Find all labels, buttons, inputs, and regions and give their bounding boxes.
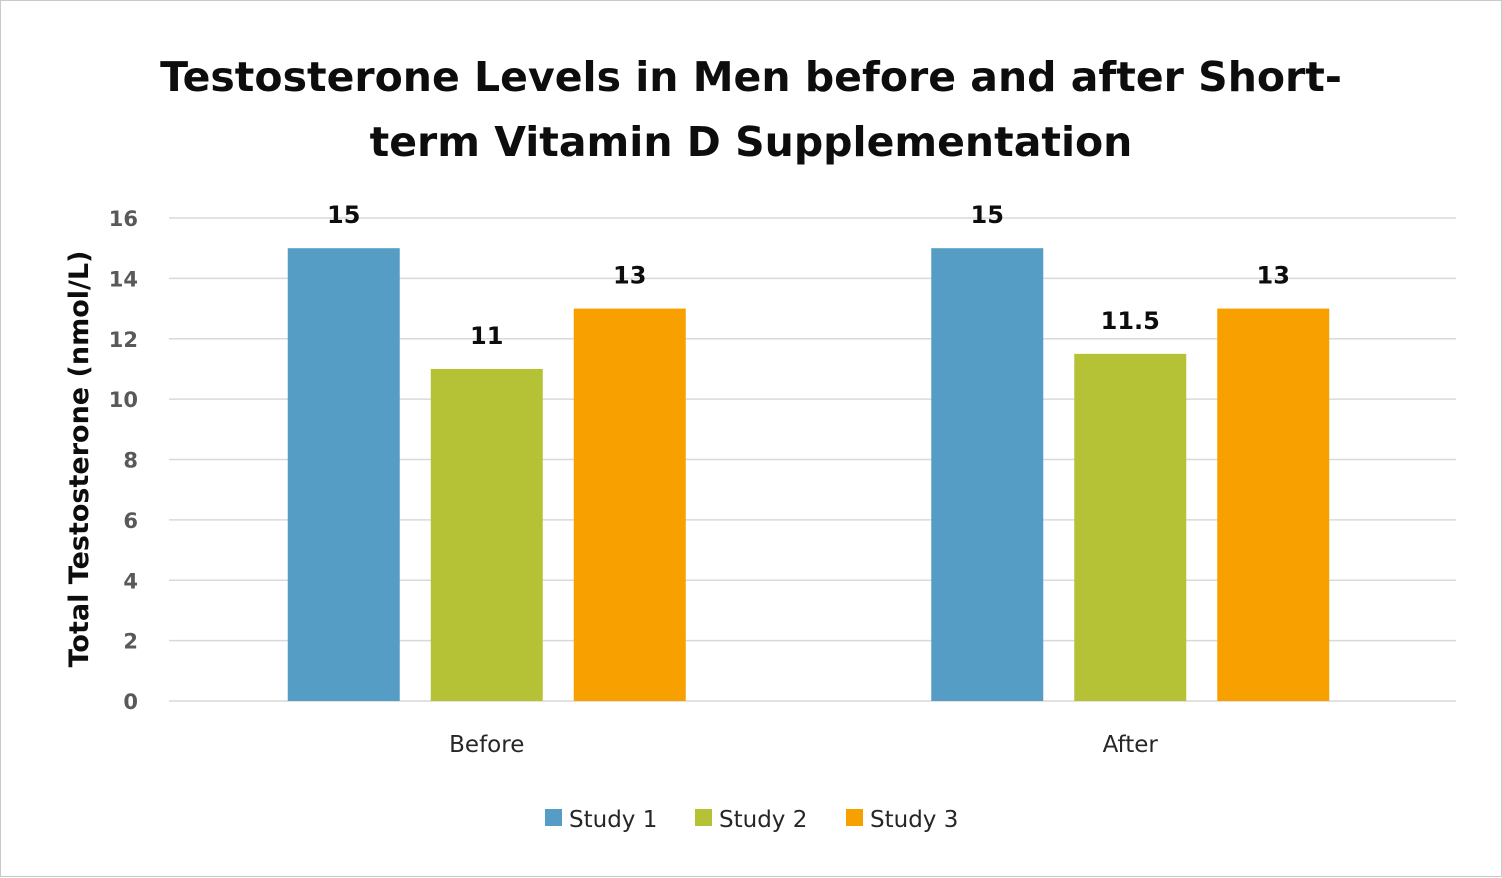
data-label: 15 bbox=[971, 201, 1004, 229]
y-tick-label: 6 bbox=[123, 509, 138, 533]
bar-study-3-before bbox=[573, 308, 686, 701]
data-labels: 15 11 13 15 11.5 13 bbox=[327, 201, 1290, 350]
data-label: 11.5 bbox=[1101, 307, 1160, 335]
y-tick-label: 12 bbox=[109, 328, 138, 352]
y-tick-label: 14 bbox=[109, 267, 138, 291]
data-label: 11 bbox=[470, 322, 503, 350]
bar-study-1-after bbox=[931, 248, 1044, 701]
x-tick-labels: Before After bbox=[449, 732, 1158, 758]
bar-study-1-before bbox=[287, 248, 400, 701]
y-axis-label: Total Testosterone (nmol/L) bbox=[64, 251, 95, 668]
data-label: 13 bbox=[1257, 262, 1290, 290]
data-label: 13 bbox=[613, 262, 646, 290]
x-tick-label: After bbox=[1103, 732, 1159, 758]
y-tick-label: 8 bbox=[123, 449, 138, 473]
bar-study-3-after bbox=[1217, 308, 1330, 701]
y-tick-labels: 0 2 4 6 8 10 12 14 16 bbox=[109, 207, 138, 714]
legend: Study 1 Study 2 Study 3 bbox=[545, 807, 958, 833]
y-tick-label: 2 bbox=[123, 630, 138, 654]
legend-swatch-3 bbox=[846, 809, 863, 826]
bar-study-2-before bbox=[430, 368, 543, 701]
y-tick-label: 10 bbox=[109, 388, 138, 412]
y-tick-label: 4 bbox=[123, 569, 138, 593]
bars bbox=[287, 248, 1330, 701]
legend-label-1: Study 1 bbox=[569, 807, 657, 833]
chart-title-line-1: Testosterone Levels in Men before and af… bbox=[160, 53, 1342, 101]
data-label: 15 bbox=[327, 201, 360, 229]
legend-label-2: Study 2 bbox=[719, 807, 807, 833]
y-tick-label: 0 bbox=[123, 690, 138, 714]
bar-study-2-after bbox=[1074, 353, 1187, 701]
y-tick-label: 16 bbox=[109, 207, 138, 231]
legend-swatch-2 bbox=[695, 809, 712, 826]
x-tick-label: Before bbox=[449, 732, 524, 758]
chart-title-line-2: term Vitamin D Supplementation bbox=[370, 118, 1133, 166]
legend-label-3: Study 3 bbox=[870, 807, 958, 833]
legend-swatch-1 bbox=[545, 809, 562, 826]
